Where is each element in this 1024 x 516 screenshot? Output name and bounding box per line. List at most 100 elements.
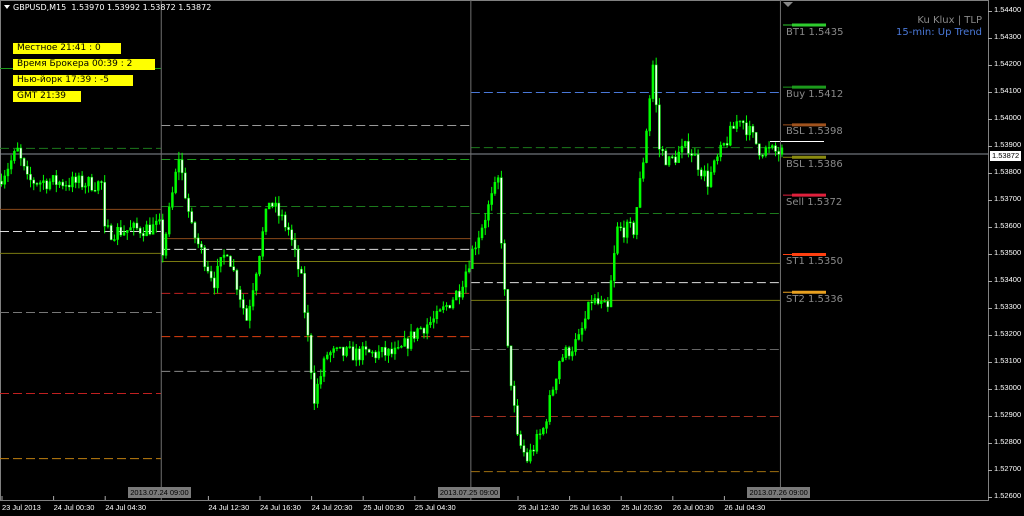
candle-bull	[167, 206, 171, 235]
candle-bull	[545, 421, 548, 429]
candle-bull	[151, 224, 155, 235]
candle-bear	[245, 308, 248, 321]
candle-bear	[448, 305, 452, 309]
candle-bull	[164, 233, 168, 256]
candle-bull	[409, 331, 413, 349]
separator-time-label: 2013.07.24 09:00	[128, 487, 191, 498]
candle-bull	[338, 346, 342, 349]
candle-bear	[732, 125, 735, 129]
candle-bear	[590, 301, 593, 304]
candle-bull	[609, 280, 613, 308]
candle-bear	[390, 348, 393, 355]
symbol-label: GBPUSD,M15	[13, 3, 67, 12]
candle-bull	[771, 145, 774, 148]
candle-bear	[184, 172, 187, 199]
candle-bull	[116, 226, 119, 240]
candle-bear	[306, 312, 310, 336]
candle-bull	[729, 125, 732, 146]
candle-bull	[222, 254, 226, 258]
separator-time-label: 2013.07.25 09:00	[437, 487, 501, 498]
time-tick-label: 24 Jul 00:30	[53, 503, 95, 512]
candle-bear	[671, 156, 674, 158]
time-tick-label: 24 Jul 20:30	[311, 503, 353, 512]
candle-bear	[525, 452, 529, 462]
candle-bear	[287, 226, 290, 231]
time-tick-label: 24 Jul 04:30	[105, 503, 147, 512]
candle-bear	[180, 159, 184, 174]
candle-bear	[690, 153, 693, 156]
candle-bear	[406, 338, 410, 349]
time-tick-label: 25 Jul 00:30	[363, 503, 405, 512]
price-tick-label: 1.54000	[994, 113, 1022, 122]
candle-bull	[635, 207, 639, 235]
candle-bear	[55, 175, 58, 185]
price-tick-label: 1.53100	[994, 356, 1022, 365]
candle-bear	[138, 227, 142, 234]
candle-bull	[712, 160, 716, 173]
candle-bear	[664, 150, 668, 166]
clock-local: Местное 21:41 : 0	[13, 43, 121, 54]
candle-bear	[277, 202, 281, 217]
candle-bull	[361, 346, 364, 361]
candle-bull	[38, 182, 42, 185]
candle-bull	[680, 145, 684, 153]
price-tick-label: 1.52600	[994, 491, 1022, 500]
candle-bull	[474, 247, 477, 250]
price-tick-label: 1.53400	[994, 275, 1022, 284]
candle-bull	[145, 224, 148, 237]
candle-bear	[19, 147, 23, 159]
candle-bull	[42, 180, 45, 183]
candle-bull	[454, 290, 458, 301]
dropdown-triangle-icon[interactable]	[4, 5, 10, 9]
price-tick-label: 1.52700	[994, 464, 1022, 473]
candle-bull	[274, 202, 277, 207]
candle-bull	[316, 383, 319, 404]
candle-bull	[538, 433, 542, 436]
candle-bear	[226, 254, 229, 257]
clock-gmt: GMT 21:39	[13, 91, 81, 102]
candle-bear	[658, 104, 661, 150]
candle-bull	[158, 219, 161, 222]
candle-bear	[725, 143, 729, 146]
candle-bull	[764, 147, 768, 156]
candle-bear	[109, 225, 113, 240]
candle-bull	[335, 347, 339, 350]
candle-bear	[522, 445, 526, 453]
candle-bull	[638, 178, 642, 208]
candle-bear	[654, 64, 658, 106]
candle-bull	[97, 181, 100, 191]
candle-bear	[313, 372, 316, 404]
candle-bear	[32, 179, 35, 184]
candle-bull	[264, 208, 268, 232]
candle-bear	[26, 165, 29, 175]
candle-bull	[345, 347, 348, 356]
candle-bear	[100, 181, 103, 183]
chart-title: GBPUSD,M15 1.53970 1.53992 1.53872 1.538…	[4, 3, 211, 12]
plot-frame	[0, 0, 989, 501]
candle-bull	[400, 346, 403, 348]
candle-bull	[451, 299, 455, 309]
candle-bull	[332, 348, 335, 353]
candle-bear	[61, 181, 65, 187]
candle-bull	[425, 324, 429, 334]
candle-bull	[580, 328, 584, 335]
candle-bull	[248, 305, 252, 321]
candle-bear	[503, 243, 506, 290]
candle-bull	[129, 227, 132, 231]
target-level-label: BSL 1.5386	[786, 158, 843, 170]
candle-bear	[516, 405, 519, 435]
candle-bear	[761, 155, 764, 157]
candle-bull	[432, 318, 435, 323]
candle-bear	[67, 184, 71, 188]
candle-bull	[429, 321, 432, 325]
price-tick-label: 1.53900	[994, 140, 1022, 149]
candle-bull	[645, 130, 648, 163]
candle-bear	[509, 345, 513, 387]
candle-bull	[438, 309, 442, 312]
candle-bull	[396, 347, 400, 349]
ohlc-values: 1.53970 1.53992 1.53872 1.53872	[71, 3, 212, 12]
candle-bear	[93, 190, 97, 192]
candle-bull	[487, 204, 490, 221]
candle-bear	[271, 202, 274, 207]
